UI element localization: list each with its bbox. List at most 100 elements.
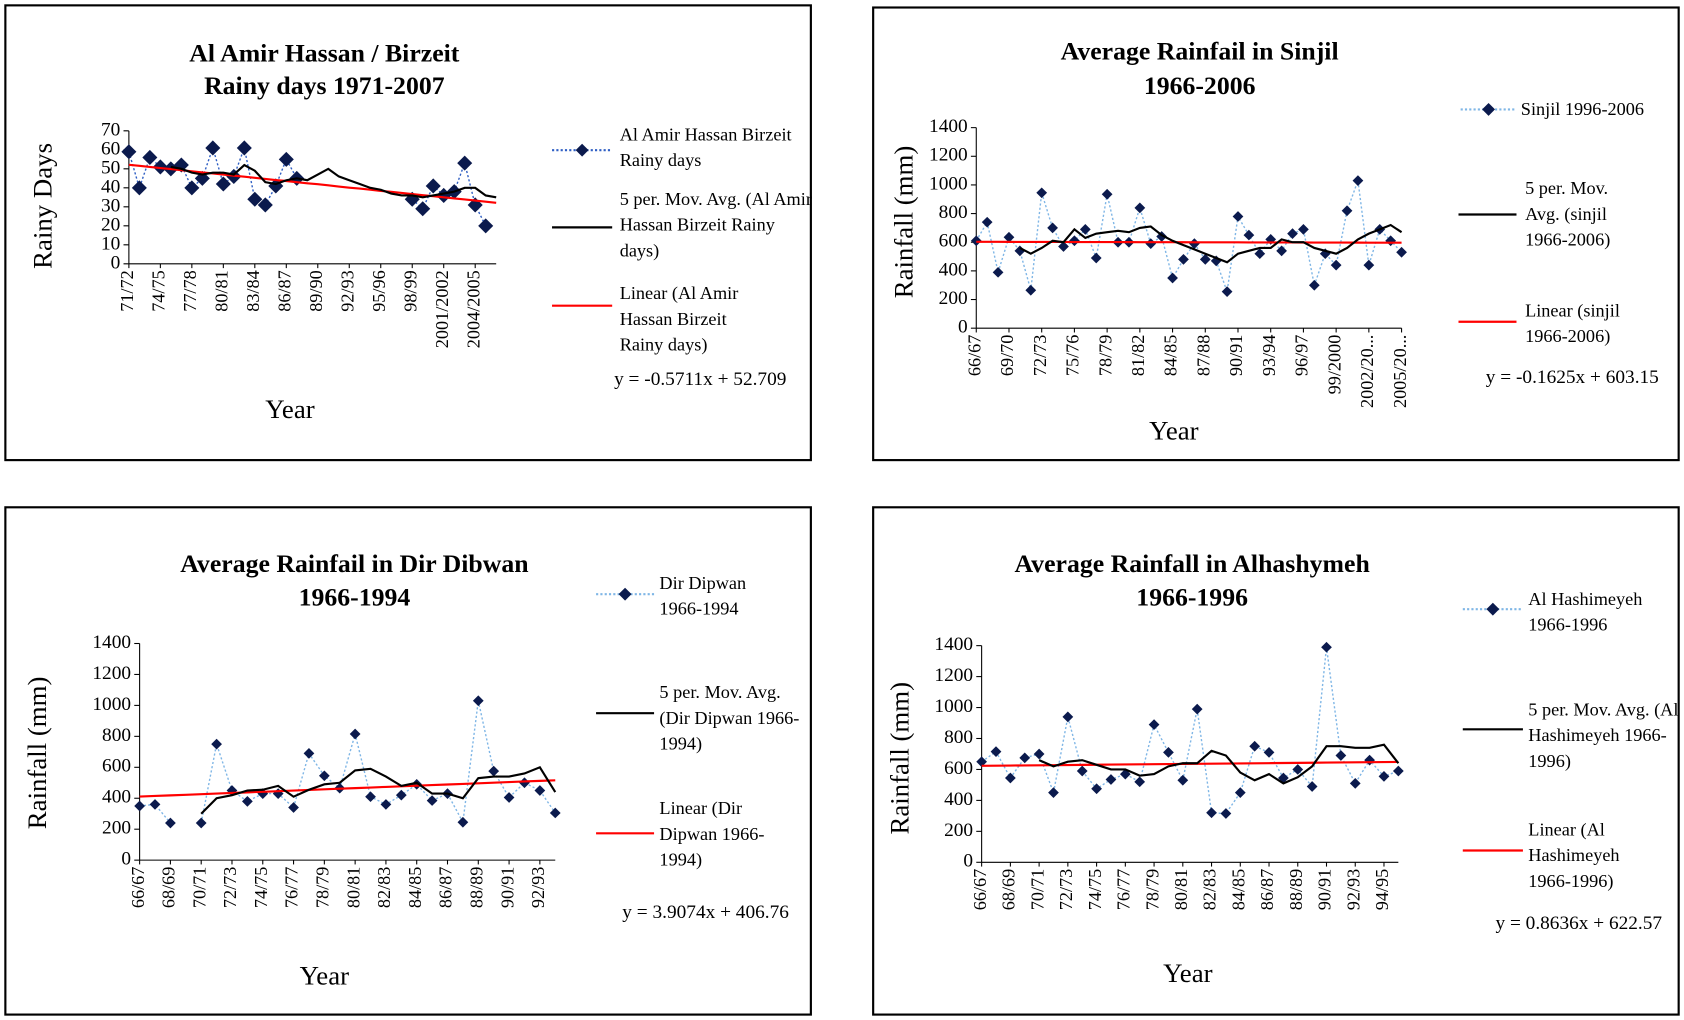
y-tick-label: 600 — [939, 231, 968, 252]
y-tick-label: 1000 — [929, 173, 968, 194]
y-tick-label: 0 — [958, 317, 968, 338]
data-point — [131, 180, 147, 196]
x-tick-label: 78/79 — [1142, 869, 1162, 911]
series-line — [1038, 743, 1400, 785]
data-point — [380, 799, 392, 810]
y-tick-label: 1200 — [92, 663, 131, 684]
legend-label: 5 per. Mov. Avg. (sinjil 1966-2006) — [1525, 178, 1611, 250]
data-point — [1019, 752, 1031, 764]
data-point — [1014, 245, 1026, 257]
y-tick-label: 0 — [111, 252, 121, 273]
x-tick-label: 86/87 — [436, 867, 456, 909]
x-axis-title: Year — [265, 394, 315, 424]
y-axis-title: Rainfall (mm) — [884, 682, 914, 835]
y-tick-label: 1000 — [934, 696, 973, 717]
chart: Average Rainfall in Alhashymeh 1966-1996 0… — [884, 549, 1662, 988]
series-line — [975, 180, 1403, 292]
data-point — [1234, 787, 1246, 799]
x-tick-label: 92/93 — [1343, 869, 1363, 911]
trend-equation: y = -0.5711x + 52.709 — [614, 369, 786, 390]
y-tick-label: 800 — [102, 725, 131, 746]
x-tick-label: 78/79 — [1095, 335, 1115, 377]
x-tick-label: 70/71 — [189, 867, 209, 909]
data-point — [1090, 252, 1102, 264]
y-tick-label: 1200 — [929, 145, 968, 166]
data-point — [1378, 771, 1390, 782]
data-point — [1177, 774, 1189, 786]
data-point — [247, 191, 263, 207]
x-tick-label: 90/91 — [1226, 335, 1246, 377]
x-tick-label: 72/73 — [220, 867, 240, 909]
data-point — [1330, 259, 1342, 271]
data-point — [1178, 254, 1189, 265]
data-point — [1191, 703, 1203, 715]
legend-label: Linear (Dir Dipwan 1966-1994) — [659, 797, 765, 870]
trend-equation: y = -0.1625x + 603.15 — [1486, 367, 1659, 388]
y-tick-label: 30 — [101, 195, 120, 216]
y-tick-label: 200 — [102, 818, 131, 839]
data-point — [236, 140, 252, 156]
x-tick-label: 86/87 — [274, 270, 294, 312]
data-point — [1101, 188, 1113, 200]
chart-panel: Average Rainfail in Sinjil 1966-2006 0 200 4… — [872, 6, 1680, 462]
data-point — [1308, 279, 1320, 291]
x-tick-label: 70/71 — [1027, 869, 1047, 911]
data-point — [1335, 750, 1347, 761]
data-point — [205, 140, 221, 156]
chart-title: Al Amir Hassan / Birzeit — [189, 39, 459, 68]
x-tick-label: 72/73 — [1056, 869, 1076, 911]
legend-label: Al Hashimeyeh 1966-1996 — [1528, 588, 1643, 635]
data-point — [257, 197, 273, 213]
data-point — [1287, 228, 1298, 239]
legend-label: Sinjil 1996-2006 — [1520, 98, 1645, 120]
data-point — [149, 799, 161, 810]
legend-label: 5 per. Mov. Avg. (Dir Dipwan 1966-1994) — [659, 682, 800, 754]
y-axis-title: Rainfall (mm) — [22, 677, 52, 830]
data-point — [278, 151, 294, 167]
chart-title: Average Rainfail in Dir Dibwan — [180, 549, 528, 578]
chart-title: Average Rainfail in Sinjil — [1061, 37, 1339, 66]
data-point — [1396, 246, 1407, 258]
data-point — [1352, 175, 1364, 186]
data-point — [242, 795, 253, 807]
x-tick-label: 81/82 — [1128, 335, 1148, 377]
data-point — [365, 791, 376, 803]
chart-panel: Al Amir Hassan / Birzeit Rainy days 1971-… — [4, 4, 812, 462]
data-point — [165, 817, 176, 829]
data-point — [1069, 235, 1080, 247]
legend-label: 5 per. Mov. Avg. (Al Amir Hassan Birzeit… — [619, 188, 812, 261]
x-tick-label: 74/75 — [149, 270, 169, 312]
x-tick-label: 74/75 — [251, 867, 271, 909]
series-line — [170, 163, 497, 199]
x-tick-label: 89/90 — [306, 270, 326, 312]
data-point — [288, 802, 299, 813]
x-tick-label: 75/76 — [1063, 335, 1083, 377]
x-tick-label: 71/72 — [117, 270, 137, 312]
data-point — [990, 746, 1002, 758]
series-line — [1019, 223, 1403, 264]
data-point — [1033, 748, 1045, 760]
x-tick-label: 66/67 — [970, 869, 990, 911]
x-tick-label: 84/85 — [405, 867, 425, 909]
data-point — [411, 778, 423, 790]
x-tick-label: 98/99 — [400, 270, 420, 312]
series-line — [139, 700, 556, 825]
data-point — [1221, 286, 1233, 298]
chart-title: 1966-1994 — [299, 582, 411, 611]
data-point — [1105, 774, 1117, 785]
y-tick-label: 50 — [101, 157, 120, 178]
x-tick-label: 86/87 — [1257, 869, 1277, 911]
data-point — [152, 159, 168, 175]
x-tick-label: 83/84 — [243, 270, 263, 312]
data-point — [1134, 202, 1146, 214]
data-point — [519, 777, 530, 789]
x-tick-label: 94/95 — [1372, 869, 1392, 911]
data-point — [142, 149, 158, 165]
chart: Average Rainfail in Sinjil 1966-2006 0 200 4… — [889, 37, 1659, 446]
legend-label: Linear (sinjil 1966-2006) — [1525, 300, 1620, 347]
data-point — [1220, 808, 1232, 819]
data-point — [1341, 205, 1353, 217]
data-point — [1298, 223, 1309, 235]
data-point — [1048, 787, 1059, 799]
data-point — [1079, 223, 1091, 235]
